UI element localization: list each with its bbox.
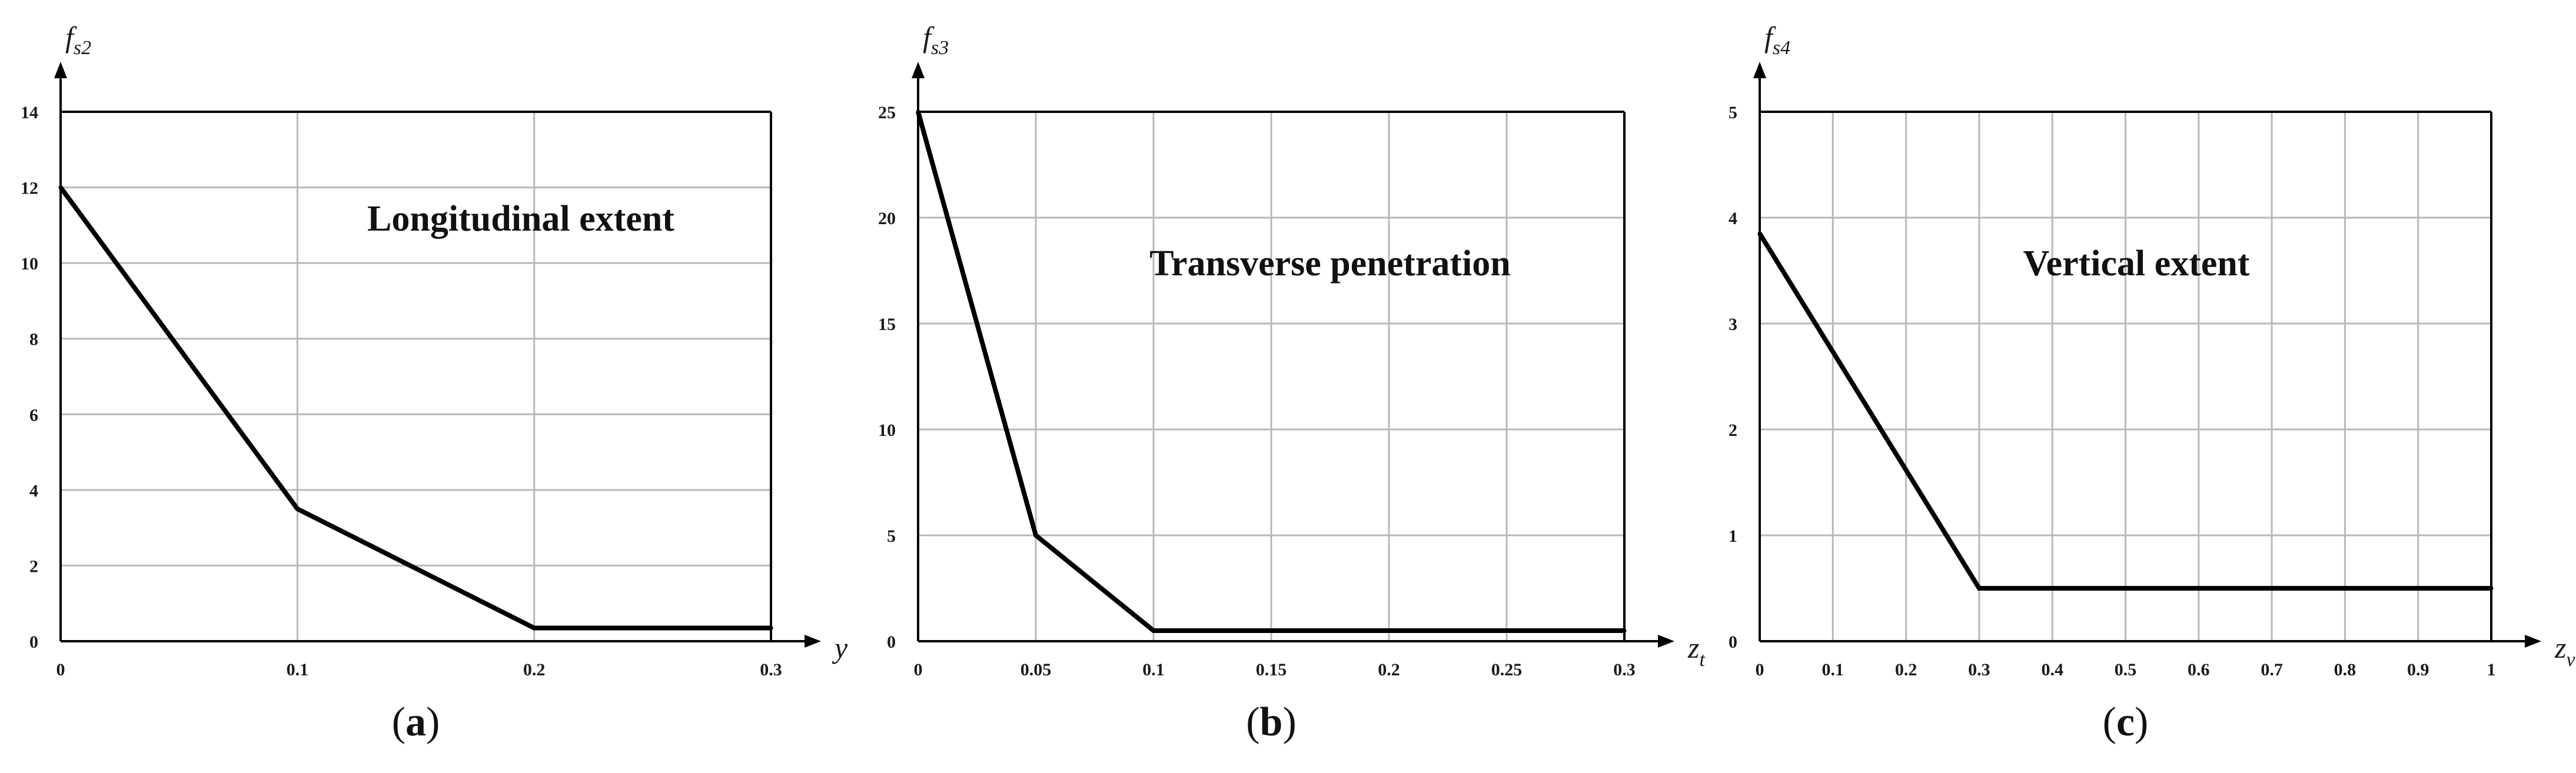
y-tick-label: 6 bbox=[29, 405, 38, 425]
data-point bbox=[1151, 628, 1156, 633]
y-axis-label: fs3 bbox=[923, 21, 949, 59]
x-tick-label: 0.3 bbox=[1613, 660, 1636, 679]
y-tick-label: 2 bbox=[1729, 421, 1737, 440]
y-axis-label: fs4 bbox=[1764, 21, 1790, 59]
x-tick-label: 0.2 bbox=[523, 660, 546, 679]
data-point bbox=[58, 185, 63, 190]
y-axis-label-sub: s2 bbox=[74, 37, 91, 59]
x-tick-label: 0.1 bbox=[1822, 660, 1844, 679]
data-point bbox=[2489, 586, 2494, 591]
y-tick-label: 25 bbox=[878, 103, 896, 122]
data-point bbox=[1977, 586, 1982, 591]
x-tick-label: 0.1 bbox=[1142, 660, 1165, 679]
x-tick-label: 0.3 bbox=[1968, 660, 1990, 679]
y-axis-arrow bbox=[1753, 62, 1766, 78]
grid-lines bbox=[1760, 112, 2491, 641]
y-tick-label: 14 bbox=[21, 103, 38, 122]
data-point bbox=[769, 626, 773, 630]
data-point bbox=[1033, 533, 1038, 538]
data-point bbox=[295, 507, 300, 511]
x-axis-label: y bbox=[832, 631, 848, 664]
annotation-label: Vertical extent bbox=[2023, 244, 2249, 284]
x-axis-label-sub: t bbox=[1699, 649, 1706, 671]
x-tick-label: 0.25 bbox=[1491, 660, 1523, 679]
data-point bbox=[532, 626, 537, 630]
x-tick-label: 0.4 bbox=[2041, 660, 2063, 679]
y-tick-label: 10 bbox=[878, 421, 896, 440]
x-tick-label: 0.8 bbox=[2334, 660, 2356, 679]
x-tick-label: 1 bbox=[2487, 660, 2496, 679]
x-tick-label: 0 bbox=[1756, 660, 1764, 679]
panel-label: (a) bbox=[392, 699, 440, 745]
data-point bbox=[1622, 628, 1627, 633]
y-tick-label: 1 bbox=[1729, 527, 1737, 546]
series-line bbox=[58, 186, 771, 631]
chart-panel-b: 0 0.05 0.1 0.15 0.2 0.25 0.3 0 5 10 15 20 25 fs3 zt Tra… bbox=[878, 21, 1706, 745]
y-tick-label: 12 bbox=[21, 179, 38, 198]
x-tick-label: 0.3 bbox=[760, 660, 782, 679]
y-axis-label-sub: s3 bbox=[931, 37, 949, 59]
annotation-label: Transverse penetration bbox=[1149, 244, 1511, 284]
x-tick-label: 0.05 bbox=[1021, 660, 1052, 679]
x-tick-label: 0.2 bbox=[1895, 660, 1917, 679]
x-axis-label-base: y bbox=[832, 631, 848, 664]
panel-label: (c) bbox=[2103, 699, 2149, 745]
x-tick-label: 0.9 bbox=[2407, 660, 2429, 679]
y-axis-arrow bbox=[54, 62, 67, 78]
x-tick-label: 0.15 bbox=[1256, 660, 1287, 679]
y-tick-label: 0 bbox=[887, 632, 896, 652]
x-axis-arrow bbox=[805, 635, 821, 648]
y-axis-label: fs2 bbox=[65, 21, 91, 59]
data-point bbox=[1757, 231, 1762, 236]
y-tick-label: 15 bbox=[878, 315, 896, 334]
x-tick-label: 0 bbox=[914, 660, 923, 679]
grid-lines bbox=[918, 112, 1624, 641]
y-tick-label: 4 bbox=[29, 481, 38, 501]
x-axis-label-base: z bbox=[2554, 631, 2566, 664]
y-tick-label: 10 bbox=[21, 254, 38, 274]
x-axis-label-base: z bbox=[1687, 631, 1699, 664]
chart-panel-c: 0 0.1 0.2 0.3 0.4 0.5 0.6 0.7 0.8 0.9 1 0 1 2 3 4 5 fs4 zv… bbox=[1729, 21, 2575, 745]
x-tick-label: 0.1 bbox=[287, 660, 309, 679]
grid-lines bbox=[61, 112, 771, 641]
y-axis-arrow bbox=[912, 62, 925, 78]
x-tick-label: 0.2 bbox=[1378, 660, 1400, 679]
x-tick-label: 0.6 bbox=[2188, 660, 2210, 679]
x-axis-arrow bbox=[2525, 635, 2541, 648]
y-tick-label: 4 bbox=[1729, 209, 1737, 228]
y-tick-label: 3 bbox=[1729, 315, 1737, 334]
x-axis-arrow bbox=[1658, 635, 1674, 648]
y-tick-label: 2 bbox=[29, 557, 38, 576]
x-axis-label: zt bbox=[1687, 631, 1706, 671]
x-tick-label: 0.5 bbox=[2115, 660, 2137, 679]
data-point bbox=[916, 109, 920, 114]
x-axis-label: zv bbox=[2554, 631, 2575, 671]
x-tick-label: 0.7 bbox=[2261, 660, 2283, 679]
panel-label: (b) bbox=[1246, 699, 1297, 745]
annotation-label: Longitudinal extent bbox=[367, 199, 674, 239]
y-tick-label: 20 bbox=[878, 209, 896, 228]
x-axis-label-sub: v bbox=[2566, 649, 2575, 671]
y-tick-label: 8 bbox=[29, 330, 38, 349]
series-line bbox=[916, 111, 1624, 633]
y-tick-label: 0 bbox=[1729, 632, 1737, 652]
y-axis-label-sub: s4 bbox=[1773, 37, 1790, 59]
y-tick-label: 0 bbox=[29, 632, 38, 652]
chart-panel-a: 0 0.1 0.2 0.3 0 2 4 6 8 10 12 14 fs2 y Longitudinal ex… bbox=[21, 21, 848, 745]
x-tick-label: 0 bbox=[56, 660, 65, 679]
y-tick-label: 5 bbox=[887, 527, 896, 546]
y-tick-label: 5 bbox=[1729, 103, 1737, 122]
